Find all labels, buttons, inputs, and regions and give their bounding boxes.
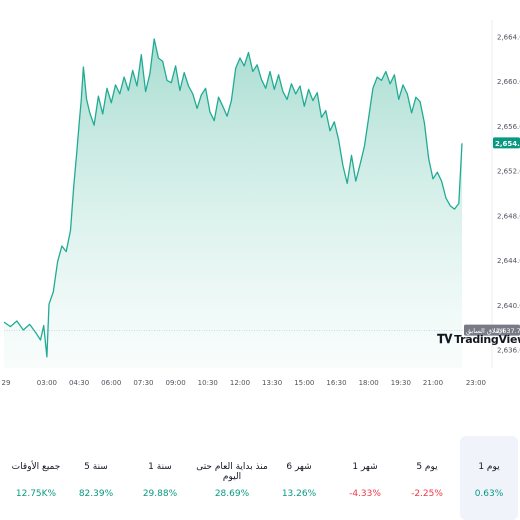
- period-label: 5 سنة: [84, 462, 108, 472]
- y-tick-label: 2,656.000: [497, 123, 520, 131]
- previous-close-label: الإغلاق السابق: [466, 327, 505, 335]
- time-axis: 29 03:00 04:30 06:00 07:30 09:00 10:30 12:00 13:…: [2, 379, 486, 387]
- x-tick-label: 29: [2, 379, 11, 387]
- last-price-value: 2,654.479: [495, 140, 520, 148]
- period-tab[interactable]: 5 يوم -2.25%: [398, 436, 456, 520]
- period-label: منذ بداية العام حتى اليوم: [196, 462, 268, 482]
- period-tab[interactable]: منذ بداية العام حتى اليوم 28.69%: [186, 436, 278, 520]
- x-tick-label: 21:00: [423, 379, 443, 387]
- period-tab[interactable]: جميع الأوقات 12.75K%: [4, 436, 68, 520]
- y-tick-label: 2,652.000: [497, 168, 520, 176]
- period-label: 5 يوم: [416, 462, 438, 472]
- period-label: 6 شهر: [286, 462, 312, 472]
- period-value: -4.33%: [349, 489, 381, 499]
- tradingview-logo-icon: 𝐓𝐕: [437, 332, 453, 346]
- period-value: 12.75K%: [15, 489, 57, 499]
- y-tick-label: 2,640.000: [497, 302, 520, 310]
- x-tick-label: 18:00: [359, 379, 379, 387]
- chart-canvas[interactable]: 2,636.000 2,640.000 2,644.000 2,648.000 2,65…: [0, 0, 520, 400]
- y-tick-label: 2,636.000: [497, 347, 520, 355]
- previous-close-value: 2,637.740: [496, 327, 520, 335]
- price-chart[interactable]: 2,636.000 2,640.000 2,644.000 2,648.000 2,65…: [0, 0, 520, 400]
- y-tick-label: 2,644.000: [497, 257, 520, 265]
- x-tick-label: 15:00: [294, 379, 314, 387]
- period-label: جميع الأوقات: [11, 462, 61, 472]
- x-tick-label: 23:00: [466, 379, 486, 387]
- x-tick-label: 13:30: [262, 379, 282, 387]
- x-tick-label: 06:00: [101, 379, 121, 387]
- x-tick-label: 03:00: [37, 379, 57, 387]
- period-value: 13.26%: [281, 489, 317, 499]
- period-tab[interactable]: 1 شهر -4.33%: [336, 436, 394, 520]
- x-tick-label: 16:30: [326, 379, 346, 387]
- period-value: 0.63%: [474, 489, 504, 499]
- performance-periods: 1 يوم 0.63% 5 يوم -2.25% 1 شهر -4.33% 6 …: [0, 436, 520, 520]
- x-tick-label: 04:30: [69, 379, 89, 387]
- x-tick-label: 10:30: [198, 379, 218, 387]
- previous-close-tag: الإغلاق السابق 2,637.740: [464, 324, 520, 336]
- period-label: 1 سنة: [148, 462, 172, 472]
- price-axis: 2,636.000 2,640.000 2,644.000 2,648.000 2,65…: [497, 33, 520, 354]
- period-value: 82.39%: [78, 489, 114, 499]
- period-tab[interactable]: 1 سنة 29.88%: [131, 436, 189, 520]
- period-value: -2.25%: [411, 489, 443, 499]
- y-tick-label: 2,648.000: [497, 212, 520, 220]
- y-tick-label: 2,664.000: [497, 33, 520, 41]
- x-tick-label: 19:30: [391, 379, 411, 387]
- price-line: [3, 38, 463, 358]
- x-tick-label: 09:00: [166, 379, 186, 387]
- tradingview-watermark[interactable]: 𝐓𝐕 TradingView: [437, 332, 520, 347]
- y-tick-label: 2,660.000: [497, 78, 520, 86]
- last-price-tag: 2,654.479: [493, 137, 520, 149]
- period-value: 29.88%: [142, 489, 178, 499]
- price-area-fill: [4, 39, 462, 368]
- x-tick-label: 07:30: [133, 379, 153, 387]
- period-tab[interactable]: 5 سنة 82.39%: [67, 436, 125, 520]
- period-value: 28.69%: [214, 489, 250, 499]
- period-tab[interactable]: 6 شهر 13.26%: [270, 436, 328, 520]
- period-label: 1 شهر: [352, 462, 378, 472]
- period-tab[interactable]: 1 يوم 0.63%: [460, 436, 518, 520]
- x-tick-label: 12:00: [230, 379, 250, 387]
- period-label: 1 يوم: [478, 462, 500, 472]
- watermark-text: TradingView: [454, 333, 520, 346]
